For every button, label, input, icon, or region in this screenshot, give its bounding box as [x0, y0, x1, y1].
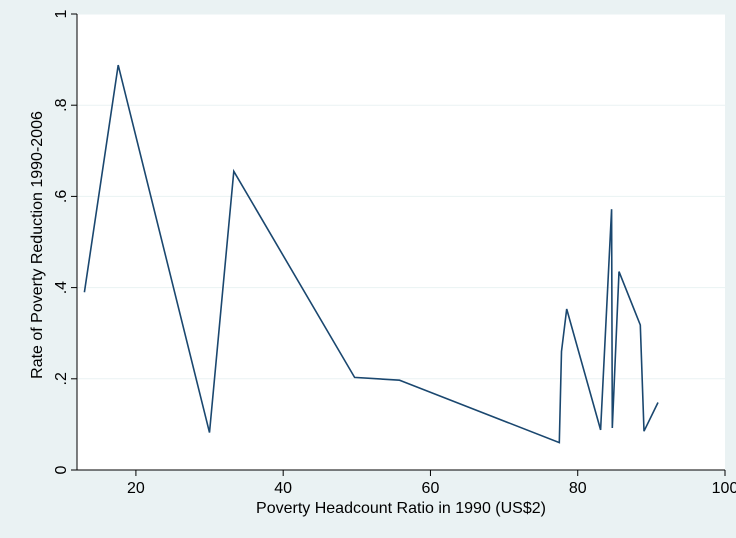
x-tick-label: 60 [422, 480, 440, 497]
plot-area [77, 14, 725, 470]
x-axis-title: Poverty Headcount Ratio in 1990 (US$2) [256, 500, 546, 517]
y-tick-label: 1 [53, 9, 70, 18]
x-tick-label: 20 [127, 480, 145, 497]
y-tick-label: .4 [53, 281, 70, 294]
y-axis-title: Rate of Poverty Reduction 1990-2006 [29, 111, 46, 379]
data-point [84, 291, 86, 293]
data-point [618, 271, 620, 273]
x-tick-label: 100 [712, 480, 736, 497]
x-tick-label: 80 [569, 480, 587, 497]
data-point [600, 429, 602, 431]
y-axis-ticks: 0 .2 .4 .6 .8 1 [53, 9, 77, 474]
data-point [209, 432, 211, 434]
axes [76, 14, 725, 471]
data-point [233, 171, 235, 173]
data-point [117, 64, 119, 66]
data-point [612, 427, 614, 429]
data-point [566, 308, 568, 310]
data-point [399, 379, 401, 381]
data-point [611, 208, 613, 210]
data-point [657, 402, 659, 404]
data-point [643, 430, 645, 432]
series-line [83, 64, 659, 444]
data-point [640, 324, 642, 326]
x-axis-ticks: 20 40 60 80 100 [127, 470, 736, 497]
y-tick-label: .8 [53, 98, 70, 111]
y-tick-label: .2 [53, 372, 70, 385]
data-point [354, 377, 356, 379]
x-tick-label: 40 [274, 480, 292, 497]
data-point [561, 351, 563, 353]
y-tick-label: .6 [53, 190, 70, 203]
y-tick-label: 0 [53, 465, 70, 474]
data-point [559, 442, 561, 444]
